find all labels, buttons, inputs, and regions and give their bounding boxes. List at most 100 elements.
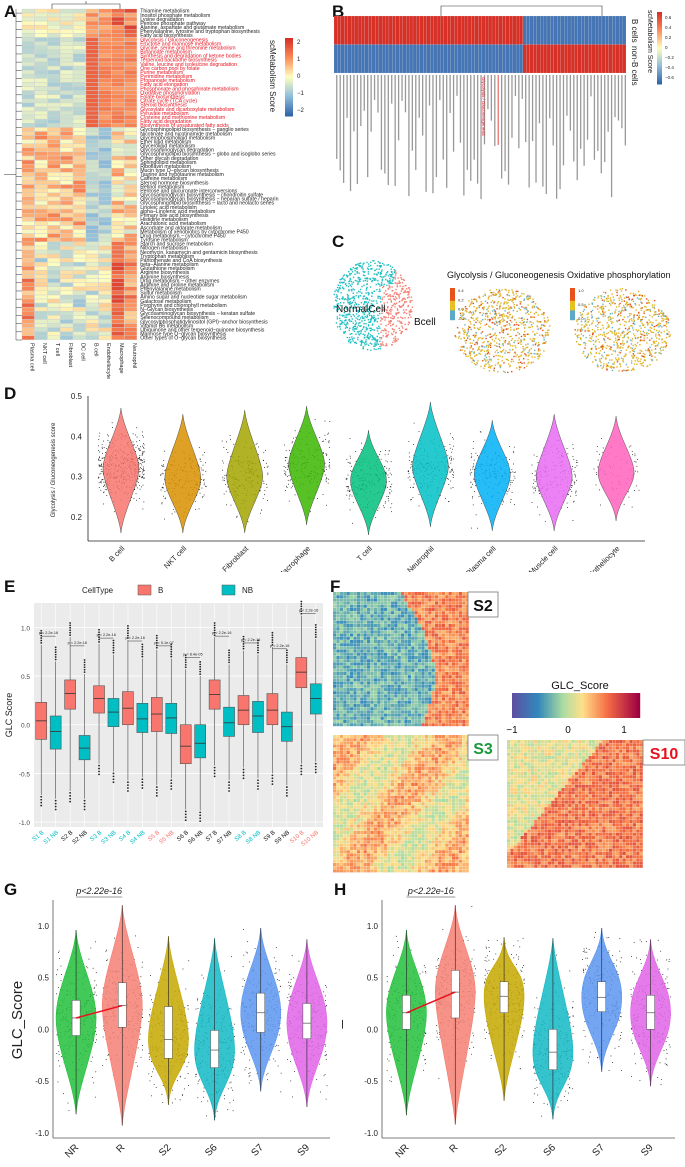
umap-point <box>346 313 349 316</box>
feature-point <box>512 291 514 293</box>
feature-point <box>612 363 614 365</box>
umap-point <box>359 291 361 293</box>
feature-point <box>463 317 465 320</box>
jitter-point <box>142 445 143 447</box>
feature-point <box>639 298 642 300</box>
umap-point <box>392 276 395 279</box>
feature-point <box>597 321 600 324</box>
umap-point <box>382 306 385 309</box>
umap-point <box>378 283 380 285</box>
feature-point <box>543 312 545 314</box>
feature-point <box>594 355 596 358</box>
feature-point <box>601 308 603 310</box>
jitter-point <box>328 478 330 480</box>
umap-point <box>401 317 404 320</box>
feature-point <box>646 337 648 339</box>
heatmap-cell <box>21 270 35 275</box>
jitter-point <box>262 460 264 461</box>
feature-point <box>540 313 543 316</box>
jitter-point <box>284 473 286 474</box>
heatmap-cell <box>605 15 609 45</box>
feature-point <box>469 326 471 329</box>
umap-point <box>359 340 361 343</box>
feature-point <box>647 299 650 302</box>
colorbar-segment <box>450 312 455 314</box>
umap-point <box>380 343 382 345</box>
heatmap-cell <box>124 53 137 58</box>
feature-point <box>515 290 517 293</box>
jitter-point <box>387 474 389 476</box>
heatmap-cell <box>47 86 61 91</box>
feature-point <box>592 343 595 346</box>
feature-point <box>523 306 525 309</box>
umap-point <box>376 340 378 342</box>
umap-point <box>368 336 370 339</box>
heatmap-cell <box>21 233 35 238</box>
jitter-point <box>143 436 144 438</box>
umap-point <box>359 321 361 324</box>
umap-point <box>395 340 397 342</box>
feature-point <box>494 310 497 313</box>
heatmap-cell <box>73 327 86 332</box>
jitter-point <box>322 440 324 442</box>
heatmap-cell <box>21 196 35 201</box>
heatmap-cell <box>34 335 48 340</box>
jitter-point <box>322 452 324 453</box>
heatmap-cell <box>574 15 578 45</box>
heatmap-cell <box>60 164 73 169</box>
heatmap-cell <box>543 44 548 74</box>
feature-point <box>461 312 464 314</box>
feature-point <box>579 337 582 340</box>
heatmap-cell <box>522 15 527 45</box>
feature-point <box>494 323 496 325</box>
feature-point <box>486 302 489 304</box>
umap-point <box>353 315 356 317</box>
feature-point <box>638 316 640 319</box>
umap-point <box>380 323 382 325</box>
umap-point <box>398 294 400 296</box>
feature-point <box>600 346 602 348</box>
feature-point <box>620 334 622 336</box>
feature-point <box>640 297 643 300</box>
heatmap-cell <box>60 8 73 13</box>
heatmap-cell <box>536 44 541 74</box>
feature-point <box>526 318 529 321</box>
umap-point <box>337 291 339 293</box>
jitter-point <box>225 490 227 492</box>
heatmap-cell <box>361 15 365 45</box>
feature-point <box>487 310 490 312</box>
feature-point <box>497 292 499 294</box>
feature-point <box>468 335 470 337</box>
feature-point <box>604 358 607 360</box>
feature-point <box>611 326 613 329</box>
heatmap-cell <box>447 44 451 74</box>
heatmap-cell <box>73 262 86 267</box>
feature-point <box>612 350 614 352</box>
heatmap-cell <box>98 217 112 222</box>
feature-point <box>511 299 514 302</box>
row-label: Oxidative phosphorylation <box>140 90 200 96</box>
jitter-point <box>142 474 144 476</box>
heatmap-cell <box>34 303 48 308</box>
heatmap-cell <box>111 119 125 124</box>
heatmap-cell <box>60 213 73 218</box>
heatmap-cell <box>111 249 125 254</box>
heatmap-cell <box>423 15 427 45</box>
feature-point <box>609 348 611 350</box>
umap-point <box>409 300 411 302</box>
heatmap-cell <box>85 41 99 46</box>
umap-point <box>381 341 384 343</box>
feature-point <box>496 321 498 323</box>
jitter-point <box>266 483 267 485</box>
jitter-point <box>324 420 326 422</box>
row-label: Glycine, serine and threonine metabolism <box>140 45 235 51</box>
feature-point <box>531 305 534 308</box>
feature-point <box>611 302 614 304</box>
umap-point <box>407 323 410 326</box>
heatmap-cell <box>60 70 73 75</box>
feature-point <box>495 337 497 340</box>
heatmap-cell <box>124 86 137 91</box>
jitter-point <box>171 513 173 515</box>
column-label-mark <box>408 75 410 197</box>
umap-point <box>364 301 366 303</box>
